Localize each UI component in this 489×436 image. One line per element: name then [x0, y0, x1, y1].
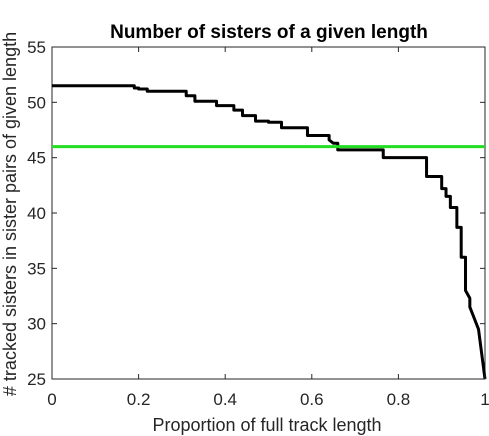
y-tick-label: 35 — [27, 259, 46, 278]
y-axis: 25 30 35 40 45 50 55 — [27, 38, 485, 389]
y-tick-label: 30 — [27, 315, 46, 334]
y-tick-label: 25 — [27, 370, 46, 389]
x-axis: 0 0.2 0.4 0.6 0.8 1 — [47, 47, 489, 409]
y-tick-label: 50 — [27, 93, 46, 112]
series-layer — [52, 84, 487, 380]
x-tick-label: 0 — [47, 390, 56, 409]
y-tick-label: 55 — [27, 38, 46, 57]
x-tick-label: 0.4 — [213, 390, 237, 409]
chart-title: Number of sisters of a given length — [110, 22, 428, 43]
y-axis-label: # tracked sisters in sister pairs of giv… — [0, 32, 20, 396]
y-tick-label: 40 — [27, 204, 46, 223]
x-tick-label: 0.6 — [300, 390, 324, 409]
y-tick-label: 45 — [27, 149, 46, 168]
plot-area — [51, 46, 486, 380]
x-tick-label: 1 — [480, 390, 489, 409]
x-axis-label: Proportion of full track length — [152, 415, 381, 435]
series-line-sisters — [52, 84, 487, 380]
x-tick-label: 0.8 — [387, 390, 411, 409]
x-tick-label: 0.2 — [127, 390, 151, 409]
